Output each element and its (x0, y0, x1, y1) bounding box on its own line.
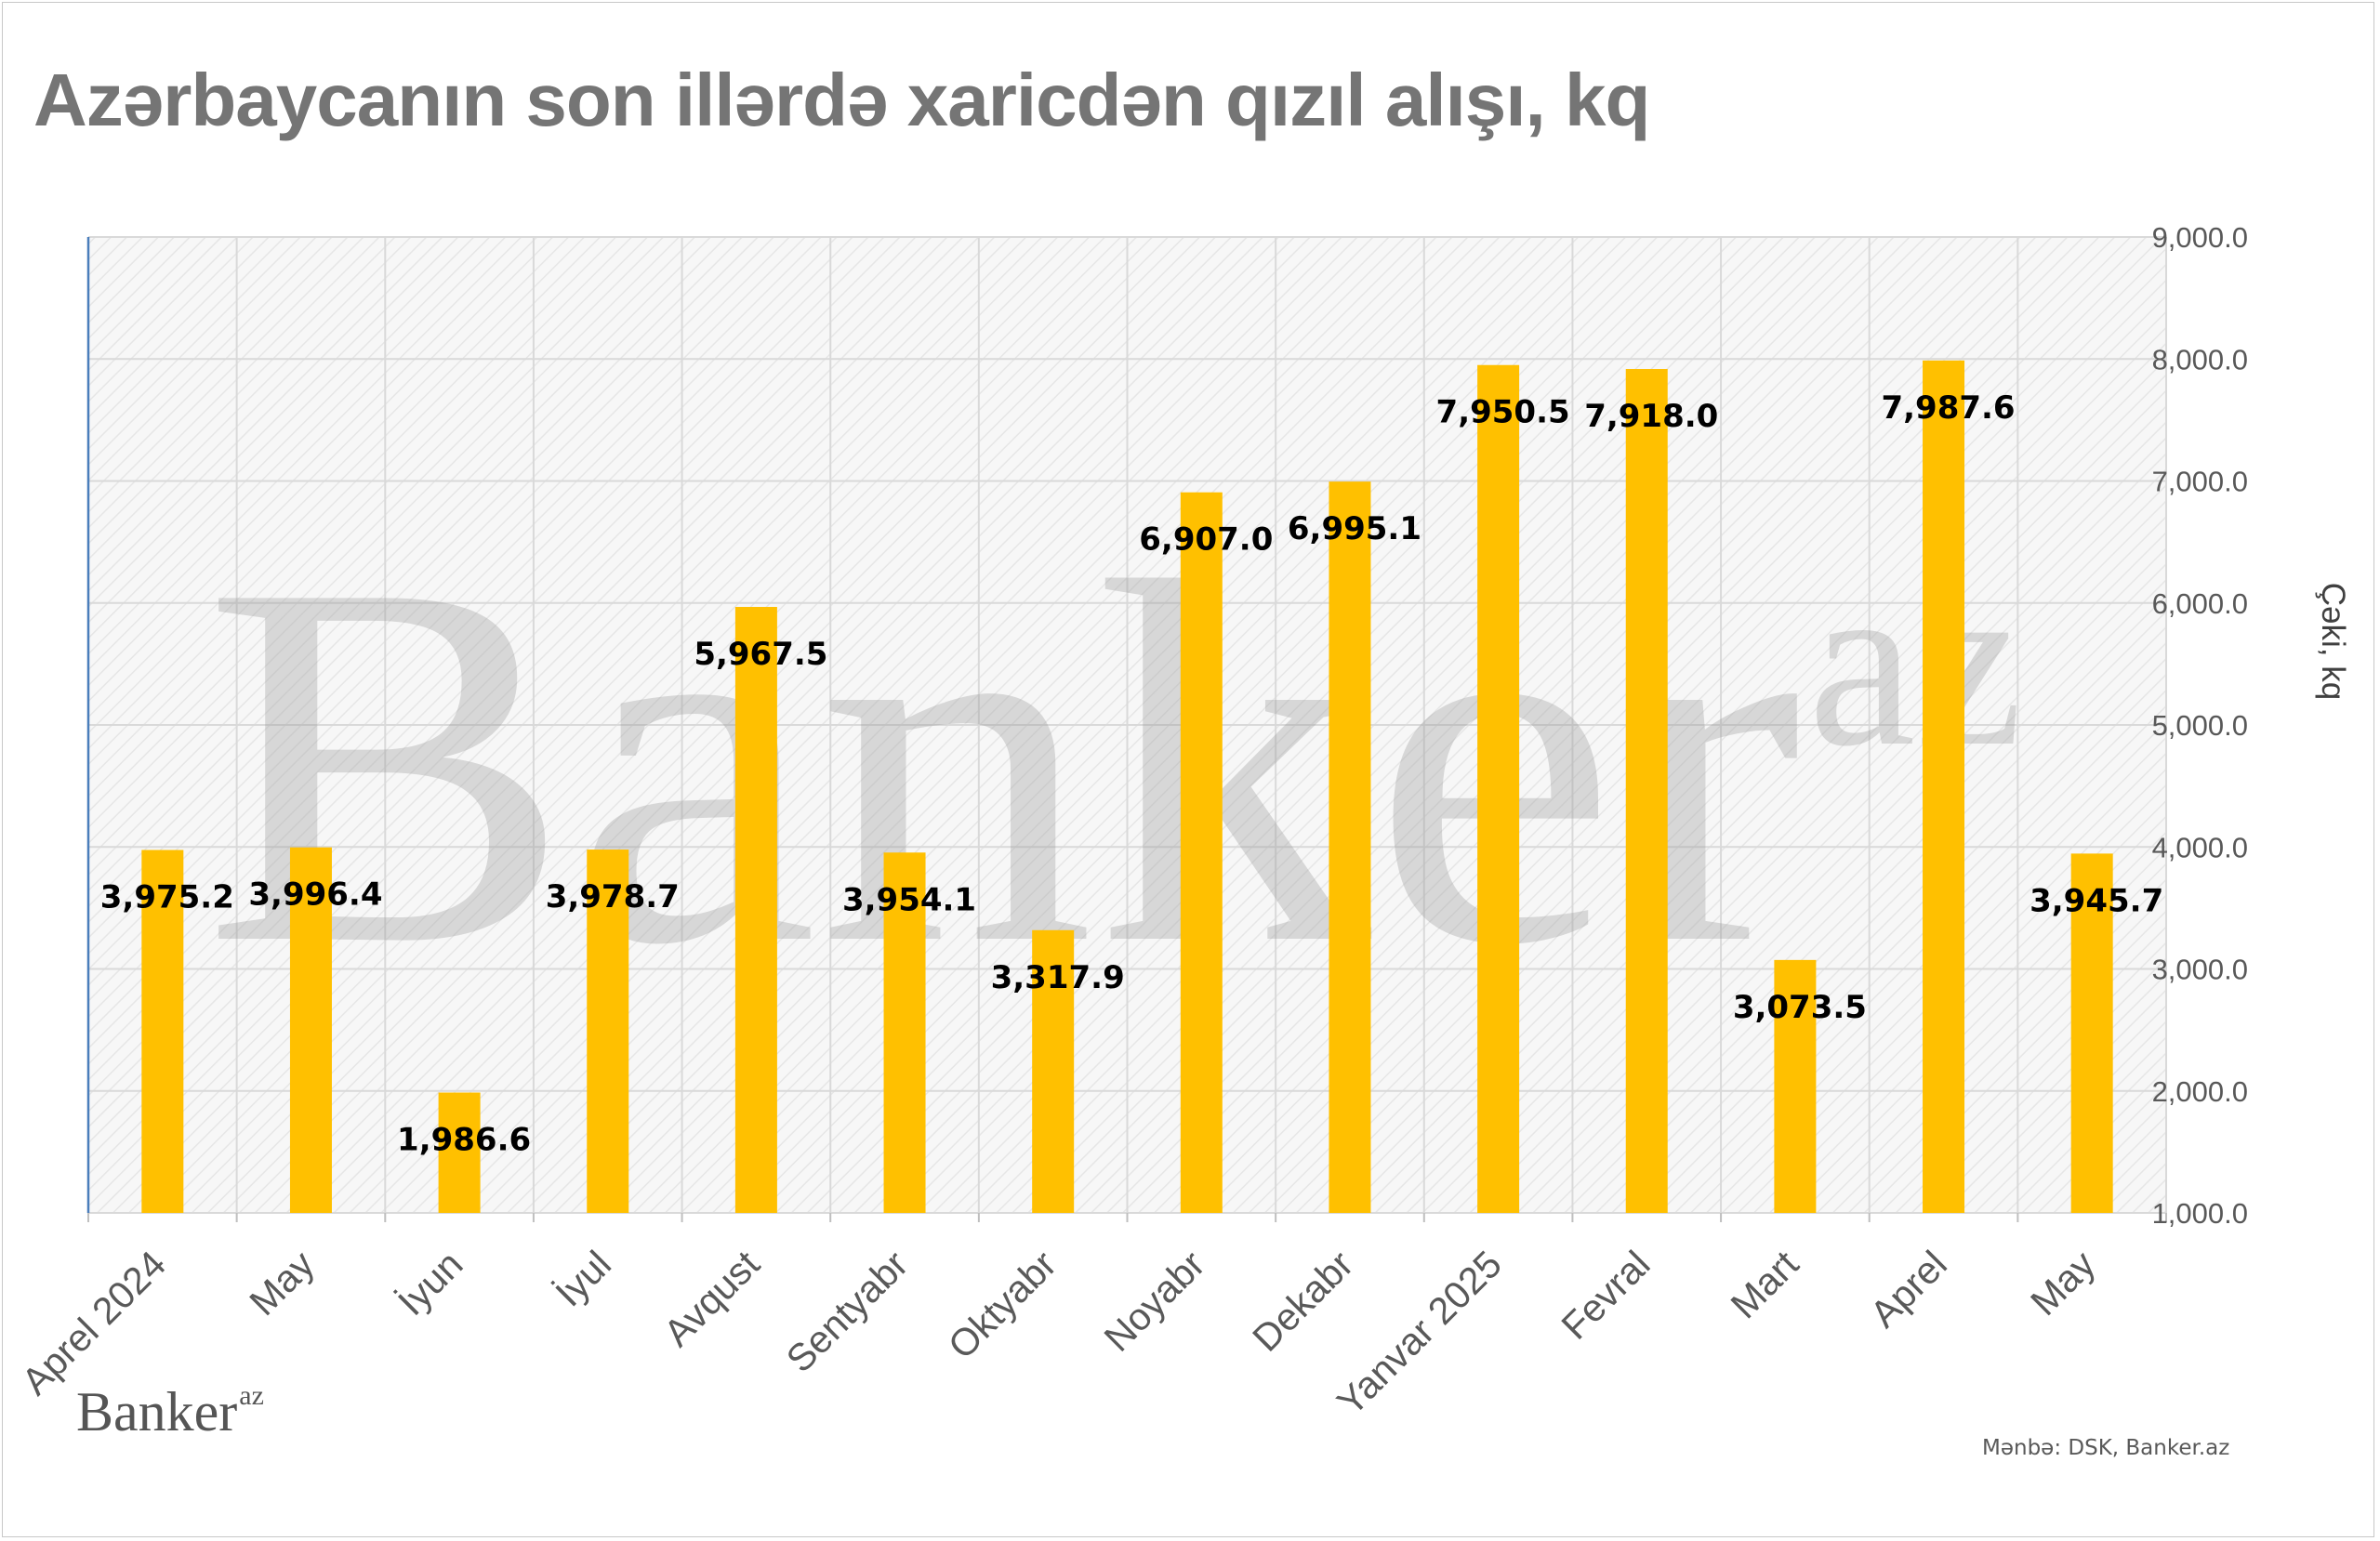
data-label: 5,967.5 (694, 636, 827, 673)
y-tick-label: 7,000.0 (2152, 466, 2248, 498)
y-tick-label: 6,000.0 (2152, 587, 2248, 620)
x-category-label: Aprel (1862, 1243, 1955, 1336)
data-label: 1,986.6 (397, 1122, 531, 1159)
bar (1477, 364, 1520, 1213)
y-tick-label: 5,000.0 (2152, 709, 2248, 742)
chart-title: Azərbaycanın son illərdə xaricdən qızıl … (33, 59, 1650, 141)
x-category-label: Aprel 2024 (13, 1243, 174, 1403)
data-label: 6,907.0 (1139, 521, 1273, 559)
x-category-label: İyul (547, 1243, 619, 1315)
x-category-label: Mart (1723, 1242, 1807, 1326)
x-category-label: İyun (390, 1243, 470, 1324)
y-tick-label: 3,000.0 (2152, 954, 2248, 986)
x-category-label: Oktyabr (940, 1243, 1064, 1367)
x-category-label: Fevral (1554, 1243, 1659, 1348)
bar (1625, 369, 1668, 1213)
bar (1329, 481, 1371, 1213)
x-category-label: Avqust (655, 1242, 768, 1354)
y-axis-ticks: 1,000.0 2,000.0 3,000.0 4,000.0 5,000.0 6,000… (2152, 221, 2248, 1230)
bar (2070, 853, 2113, 1213)
y-tick-label: 8,000.0 (2152, 343, 2248, 375)
x-category-label: May (242, 1242, 324, 1324)
bar (587, 850, 629, 1213)
y-tick-label: 2,000.0 (2152, 1075, 2248, 1108)
bar (734, 607, 777, 1213)
brand-sup: az (239, 1380, 264, 1411)
x-category-label: Dekabr (1244, 1243, 1361, 1360)
bar (141, 850, 184, 1213)
bar (438, 1092, 481, 1213)
bar (1032, 929, 1075, 1213)
data-labels: 3,975.2 3,996.4 1,986.6 3,978.7 5,967.5 3,954… (100, 389, 2163, 1159)
y-axis-title: Çəki, kq (2315, 583, 2351, 700)
data-label: 3,954.1 (842, 881, 976, 918)
banker-logo: Bankeraz (76, 1380, 264, 1444)
data-label: 3,945.7 (2030, 882, 2163, 919)
data-label: 6,995.1 (1288, 510, 1421, 547)
data-label: 3,317.9 (991, 959, 1125, 996)
x-category-label: Noyabr (1096, 1243, 1213, 1360)
watermark-main: Banker (203, 476, 1802, 1052)
bar (1180, 492, 1223, 1213)
x-axis-categories: Aprel 2024 May İyun İyul Avqust Sentyabr Oktya… (13, 1242, 2103, 1423)
y-tick-label: 9,000.0 (2152, 221, 2248, 254)
watermark-logo: Banker az (203, 476, 2023, 1052)
data-label: 3,975.2 (100, 879, 234, 916)
source-note: Mənbə: DSK, Banker.az (1982, 1436, 2230, 1460)
bar (289, 847, 332, 1213)
data-label: 7,918.0 (1584, 398, 1718, 435)
y-tick-label: 4,000.0 (2152, 831, 2248, 863)
x-category-label: Sentyabr (778, 1243, 917, 1381)
gridlines (88, 236, 2167, 1214)
bar (883, 852, 926, 1213)
watermark-sup: az (1808, 529, 2023, 797)
data-label: 3,073.5 (1733, 989, 1867, 1026)
brand-main: Banker (76, 1381, 238, 1442)
data-label: 3,996.4 (248, 876, 382, 914)
x-category-label: May (2022, 1242, 2104, 1324)
axes (86, 237, 2167, 1222)
bar-series (141, 360, 2113, 1213)
bar (1923, 360, 1965, 1213)
data-label: 7,950.5 (1436, 394, 1570, 431)
bar (1774, 959, 1817, 1213)
y-tick-label: 1,000.0 (2152, 1197, 2248, 1230)
data-label: 3,978.7 (546, 878, 680, 915)
data-label: 7,987.6 (1881, 389, 2015, 427)
